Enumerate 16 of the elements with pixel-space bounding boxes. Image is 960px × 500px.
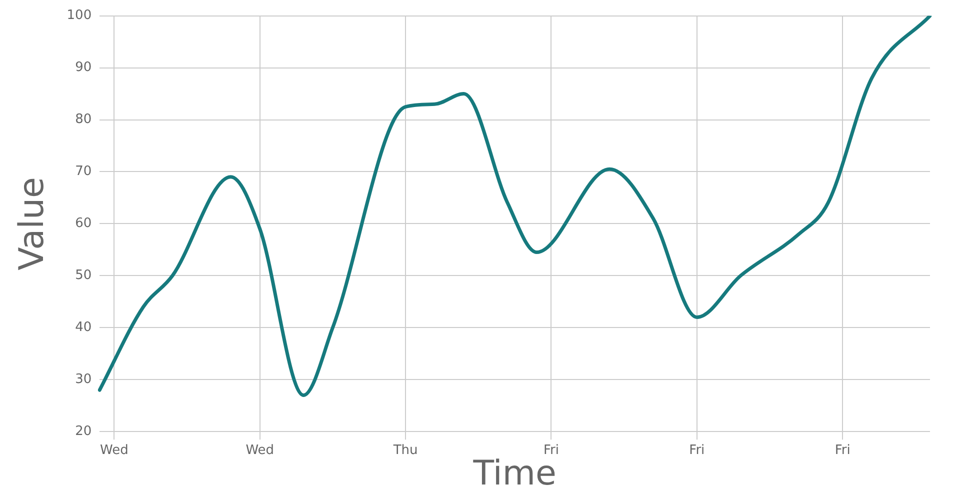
y-tick-label: 20 — [75, 424, 92, 439]
y-tick-label: 30 — [75, 372, 92, 387]
line-series — [98, 16, 932, 397]
x-tick-label: Wed — [100, 442, 128, 458]
y-tick-label: 40 — [75, 320, 92, 336]
y-tick-label: 70 — [75, 164, 92, 180]
y-axis-title: Value — [12, 177, 52, 270]
y-tick-label: 60 — [75, 216, 92, 232]
x-tick-label: Fri — [834, 442, 850, 458]
y-tick-label: 100 — [66, 8, 92, 24]
x-tick-label: Thu — [392, 442, 418, 458]
y-tick-label: 80 — [75, 112, 92, 128]
y-tick-label: 50 — [75, 268, 92, 284]
x-tick-label: Wed — [246, 442, 274, 458]
y-tick-label: 90 — [75, 60, 92, 76]
x-tick-label: Fri — [689, 442, 705, 458]
